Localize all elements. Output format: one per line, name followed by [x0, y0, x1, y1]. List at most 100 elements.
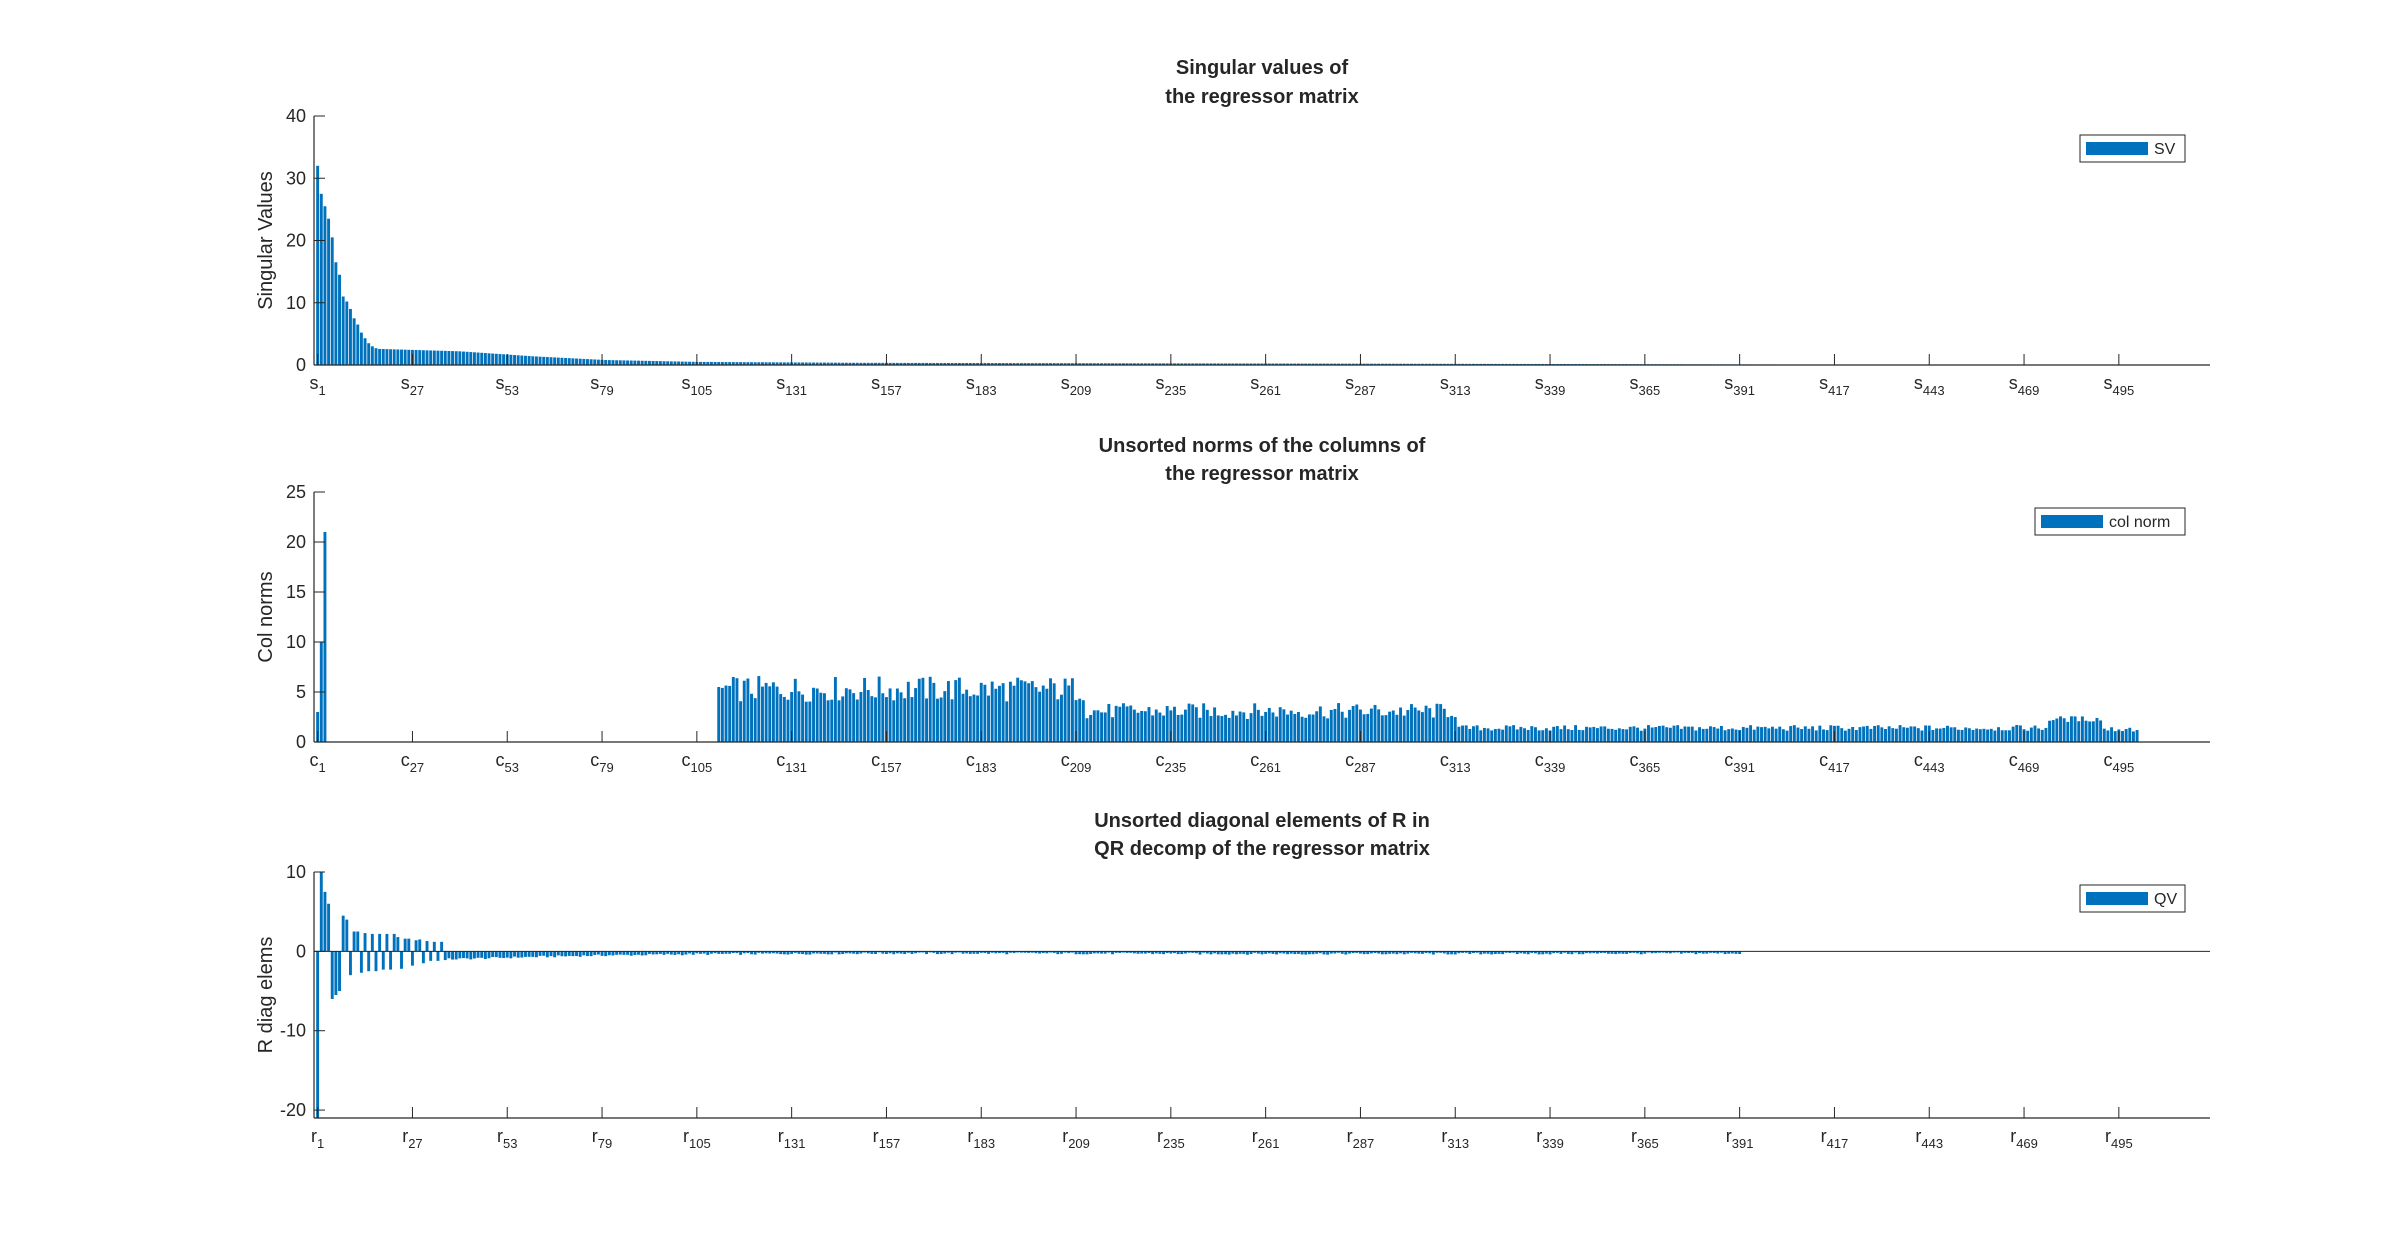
chart-title-line: QR decomp of the regressor matrix — [1094, 838, 1430, 860]
bar — [1355, 705, 1358, 742]
bar — [1126, 706, 1129, 742]
legend: col norm — [2035, 508, 2185, 535]
bar — [2136, 730, 2139, 742]
bar — [644, 361, 647, 365]
bar — [1713, 727, 1716, 742]
bar — [2066, 722, 2069, 742]
bar — [1388, 712, 1391, 742]
bar — [1724, 730, 1727, 742]
bar — [1013, 686, 1016, 742]
bar — [1760, 727, 1763, 742]
bar — [776, 687, 779, 742]
x-tick-label: c1 — [310, 750, 326, 775]
bar — [1333, 709, 1336, 742]
bar — [593, 951, 596, 955]
bar — [1585, 727, 1588, 742]
x-tick-label: s261 — [1250, 373, 1281, 398]
bar — [1406, 710, 1409, 742]
bar — [517, 355, 520, 365]
bar — [2096, 718, 2099, 742]
x-tick-label: s287 — [1345, 373, 1376, 398]
bar — [571, 358, 574, 365]
bar — [1115, 706, 1118, 742]
bar — [641, 951, 644, 955]
bar — [674, 951, 677, 955]
bar — [1822, 729, 1825, 742]
chart-title-line: the regressor matrix — [1165, 86, 1358, 108]
bar — [2125, 729, 2128, 742]
bar — [1366, 714, 1369, 742]
bar — [531, 356, 534, 365]
bar — [754, 698, 757, 742]
bar — [1005, 701, 1008, 742]
bar — [644, 951, 647, 955]
bar — [728, 686, 731, 742]
bar — [1337, 703, 1340, 742]
x-tick-label: s495 — [2103, 373, 2134, 398]
bar — [2085, 721, 2088, 742]
bar — [1428, 708, 1431, 742]
bar — [1122, 703, 1125, 742]
bar — [1826, 730, 1829, 742]
bar — [1884, 729, 1887, 742]
bar — [896, 689, 899, 742]
bar — [1665, 727, 1668, 742]
bar — [404, 939, 407, 952]
bar — [1421, 712, 1424, 742]
bar — [1045, 689, 1048, 742]
bar — [1465, 725, 1468, 742]
bar — [1020, 680, 1023, 742]
x-tick-label: c313 — [1440, 750, 1471, 775]
bar — [356, 932, 359, 952]
bar — [2030, 728, 2033, 742]
bar — [787, 700, 790, 742]
bar — [772, 682, 775, 742]
bar — [1910, 726, 1913, 742]
bar — [1567, 729, 1570, 742]
x-tick-label: s443 — [1914, 373, 1945, 398]
bar — [1993, 731, 1996, 742]
bar — [1574, 725, 1577, 742]
bar — [546, 357, 549, 365]
bar — [1118, 707, 1121, 742]
bar — [1807, 729, 1810, 742]
bar — [911, 697, 914, 742]
y-tick-label: 10 — [286, 862, 306, 882]
bar — [907, 682, 910, 742]
x-tick-label: r287 — [1347, 1126, 1375, 1151]
bar — [954, 680, 957, 742]
bar — [323, 206, 326, 365]
bar — [612, 951, 615, 955]
bar — [469, 951, 472, 959]
bar — [1997, 727, 2000, 742]
bar — [1370, 709, 1373, 742]
x-tick-label: r313 — [1441, 1126, 1469, 1151]
bar — [488, 353, 491, 365]
bar — [557, 358, 560, 365]
bar — [360, 333, 363, 365]
bar — [1235, 715, 1238, 742]
legend-label: SV — [2154, 141, 2176, 158]
x-tick-label: c157 — [871, 750, 902, 775]
bar — [579, 951, 582, 957]
x-tick-label: s235 — [1155, 373, 1186, 398]
bar — [706, 951, 709, 955]
bar — [517, 951, 520, 957]
bar — [466, 951, 469, 958]
bar — [914, 688, 917, 742]
bar — [415, 940, 418, 951]
bar — [1217, 715, 1220, 742]
bar — [641, 361, 644, 365]
bar — [1906, 728, 1909, 742]
bar — [1348, 710, 1351, 742]
y-tick-label: 20 — [286, 231, 306, 251]
bar — [735, 678, 738, 742]
legend-label: col norm — [2109, 514, 2170, 531]
bar — [349, 951, 352, 975]
bar — [1786, 731, 1789, 742]
x-tick-label: s1 — [310, 373, 326, 398]
bar — [1476, 725, 1479, 742]
bar — [1450, 716, 1453, 742]
x-tick-label: c209 — [1061, 750, 1092, 775]
